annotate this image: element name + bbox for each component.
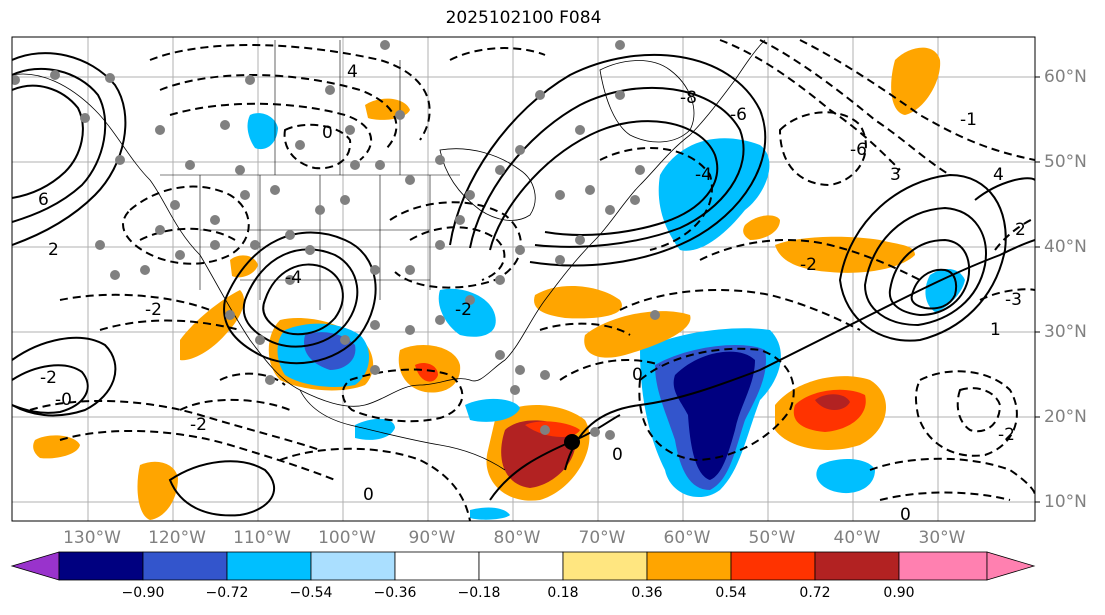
red-region	[415, 363, 438, 382]
colorbar-tick-label: −0.72	[205, 585, 249, 601]
orange-region	[584, 311, 691, 358]
colorbar-segment	[394, 551, 480, 581]
light-blue-region	[247, 113, 278, 150]
orange-region	[743, 215, 780, 240]
lat-label: 60°N	[1044, 67, 1087, 87]
orange-region	[534, 285, 622, 319]
colorbar-tick-label: 0.72	[799, 585, 831, 601]
orange-region	[180, 290, 245, 361]
contour-label: -2	[190, 415, 207, 435]
contour-labels: 4 0 6 -4 -2 -8 -6 2 -4 -2 0 -2 -2 0 -6 -…	[38, 62, 1026, 525]
colorbar-segment	[986, 551, 1036, 581]
lon-label: 50°W	[748, 528, 796, 548]
colorbar-segment	[58, 551, 144, 581]
shaded-anomalies	[33, 47, 965, 520]
contour-label: 0	[363, 485, 374, 505]
political-borders	[160, 40, 460, 310]
contour-label: -2	[40, 368, 57, 388]
contour-label: -2	[800, 255, 817, 275]
contour-label: 0	[612, 445, 623, 465]
contour-label: -0	[55, 390, 72, 410]
storm-center-marker	[564, 434, 580, 450]
lat-label: 10°N	[1044, 492, 1087, 512]
contour-label: -2	[998, 425, 1015, 445]
lon-label: 110°W	[233, 528, 291, 548]
contour-label: -6	[730, 105, 747, 125]
contour-label: -6	[850, 140, 867, 160]
contour-label: 2	[1015, 220, 1026, 240]
colorbar-segment	[478, 551, 564, 581]
contour-label: -4	[695, 165, 712, 185]
contour-label: 4	[993, 165, 1004, 185]
contour-label: 4	[347, 62, 358, 82]
light-blue-region	[438, 288, 496, 337]
light-blue-region	[355, 418, 395, 440]
colorbar-segment	[562, 551, 648, 581]
orange-region	[33, 435, 80, 459]
dark-red-region	[815, 394, 850, 410]
colorbar-tick-label: −0.54	[289, 585, 333, 601]
map-title: 2025102100 F084	[445, 8, 602, 28]
dashed-contours	[29, 39, 1035, 521]
lat-label: 50°N	[1044, 152, 1087, 172]
lon-label: 30°W	[918, 528, 966, 548]
orange-region	[891, 47, 941, 116]
colorbar-segment	[730, 551, 816, 581]
contour-label: -2	[145, 300, 162, 320]
colorbar-tick-label: 0.54	[715, 585, 747, 601]
contour-label: 1	[990, 320, 1001, 340]
contour-label: 0	[632, 365, 643, 385]
contour-label: -4	[285, 268, 302, 288]
contour-label: -8	[680, 88, 697, 108]
coastlines	[12, 39, 766, 471]
colorbar-tick-label: −0.18	[457, 585, 501, 601]
colorbar-tick-label: −0.36	[373, 585, 417, 601]
dark-red-region	[501, 420, 576, 488]
colorbar-segment	[142, 551, 228, 581]
colorbar-segment	[898, 551, 988, 581]
lat-label: 30°N	[1044, 322, 1087, 342]
colorbar-segment	[814, 551, 900, 581]
colorbar-segment	[646, 551, 732, 581]
colorbar-segment	[310, 551, 396, 581]
contour-label: 0	[900, 505, 911, 525]
colorbar-tick-label: 0.90	[883, 585, 915, 601]
lat-label: 20°N	[1044, 407, 1087, 427]
contour-label: -3	[1005, 290, 1022, 310]
lat-label: 40°N	[1044, 237, 1087, 257]
colorbar-tick-label: 0.36	[631, 585, 663, 601]
colorbar-tick-label: 0.18	[547, 585, 579, 601]
contour-label: -2	[455, 300, 472, 320]
lat-ticks	[1035, 76, 1040, 503]
navy-region	[673, 351, 755, 480]
contour-label: 3	[890, 165, 901, 185]
solid-contours	[12, 52, 1035, 517]
light-blue-region	[470, 507, 510, 520]
map-frame	[11, 36, 1036, 522]
colorbar-segment	[10, 551, 60, 581]
lon-label: 130°W	[63, 528, 121, 548]
light-blue-region	[816, 458, 875, 494]
colorbar-segment	[226, 551, 312, 581]
contour-label: -1	[960, 110, 977, 130]
colorbar-tick-label: −0.90	[121, 585, 165, 601]
lon-label: 100°W	[318, 528, 376, 548]
lon-label: 80°W	[493, 528, 541, 548]
lon-label: 60°W	[663, 528, 711, 548]
contour-label: 6	[38, 190, 49, 210]
observation-dots	[12, 40, 660, 440]
lon-label: 40°W	[833, 528, 881, 548]
contour-label: 0	[322, 123, 333, 143]
colorbar	[10, 551, 1036, 581]
lon-label: 70°W	[578, 528, 626, 548]
orange-region	[137, 461, 178, 520]
light-blue-region	[465, 398, 520, 422]
contour-label: 2	[48, 240, 59, 260]
red-region	[525, 421, 580, 437]
lon-label: 90°W	[408, 528, 456, 548]
lon-label: 120°W	[148, 528, 206, 548]
